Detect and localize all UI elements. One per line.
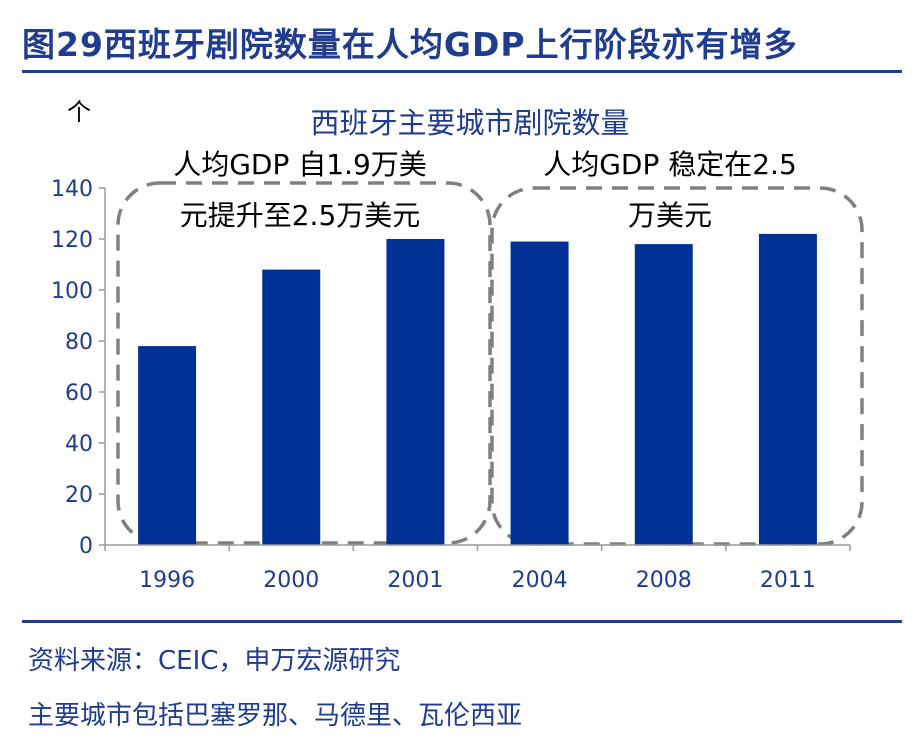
y-tick-label: 120 [51,228,93,253]
x-tick-label: 2001 [387,568,443,593]
y-tick-label: 80 [65,330,93,355]
source-note: 资料来源：CEIC，申万宏源研究 [28,646,401,676]
y-tick-label: 0 [79,534,93,559]
annotation-right-line1: 人均GDP 稳定在2.5 [543,148,797,181]
x-tick-label: 2008 [636,568,692,593]
bar [510,241,569,546]
x-tick-label: 2000 [263,568,319,593]
bar [138,346,197,545]
y-tick-label: 140 [51,177,93,202]
y-axis-unit: 个 [67,98,91,126]
title-divider [22,70,902,73]
annotation-left-line2: 元提升至2.5万美元 [179,199,421,232]
bar [386,239,445,545]
figure-title: 图29西班牙剧院数量在人均GDP上行阶段亦有增多 [22,25,798,64]
y-tick-label: 100 [51,279,93,304]
cities-note: 主要城市包括巴塞罗那、马德里、瓦伦西亚 [28,701,523,731]
y-tick-label: 60 [65,381,93,406]
bar [758,233,817,545]
x-tick-label: 2004 [512,568,568,593]
bar [634,244,693,545]
annotation-right-line2: 万美元 [627,199,712,232]
x-tick-label: 1996 [139,568,195,593]
footer-divider [22,620,902,623]
y-tick-label: 40 [65,432,93,457]
chart-title: 西班牙主要城市剧院数量 [310,106,630,140]
bar [262,269,321,545]
x-tick-label: 2011 [760,568,816,593]
y-tick-label: 20 [65,483,93,508]
annotation-left-line1: 人均GDP 自1.9万美 [173,148,427,181]
